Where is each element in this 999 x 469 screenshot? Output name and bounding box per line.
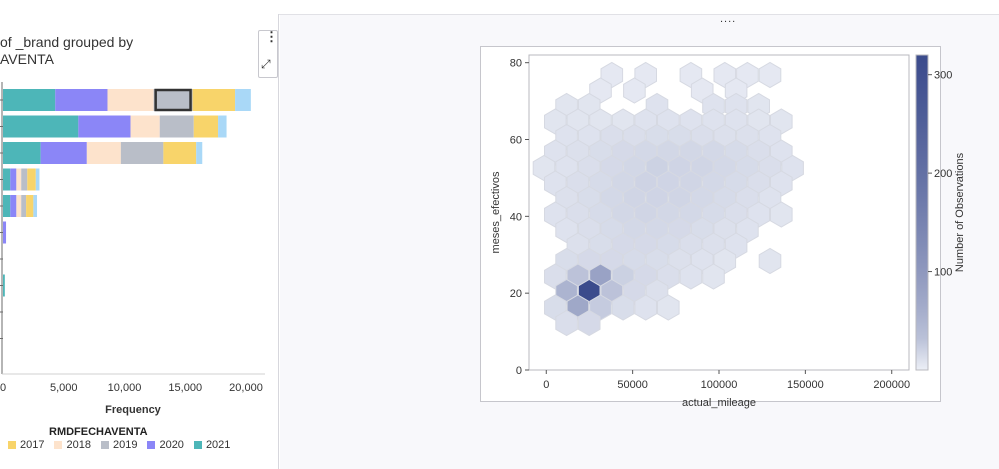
bar-segment-2021[interactable] bbox=[3, 195, 11, 217]
legend-label: 2019 bbox=[112, 439, 138, 451]
bar-x-axis-label: Frequency bbox=[105, 404, 162, 416]
bar-x-tick-label: 15,000 bbox=[168, 382, 202, 394]
hex-y-tick-label: 40 bbox=[510, 211, 522, 223]
bar-segment-2021[interactable] bbox=[3, 89, 56, 111]
hex-bin[interactable] bbox=[758, 247, 782, 275]
legend-item-2019[interactable]: 2019 bbox=[100, 439, 138, 451]
bar-segment-2021[interactable] bbox=[3, 274, 5, 297]
hex-bin[interactable] bbox=[770, 201, 793, 228]
bar-segment-2019[interactable] bbox=[120, 142, 164, 164]
bar-segment-extra[interactable] bbox=[218, 115, 227, 138]
bar-segment-2018[interactable] bbox=[86, 142, 121, 164]
legend-swatch bbox=[100, 441, 109, 449]
hex-bin[interactable] bbox=[657, 294, 680, 321]
hex-bin[interactable] bbox=[611, 294, 635, 321]
bar-segment-2017[interactable] bbox=[27, 168, 36, 191]
hex-bin[interactable] bbox=[623, 77, 646, 104]
bar-segment-2020[interactable] bbox=[78, 115, 131, 138]
colorbar-tick-label: 100 bbox=[934, 267, 952, 279]
hex-x-tick-label: 150000 bbox=[787, 379, 824, 391]
bar-segment-2021[interactable] bbox=[3, 142, 41, 164]
legend-item-2021[interactable]: 2021 bbox=[193, 439, 231, 451]
panel-menu[interactable]: ⋮ ⤢ bbox=[258, 30, 278, 78]
bar-x-tick-label: 20,000 bbox=[229, 382, 263, 394]
hex-bin[interactable] bbox=[702, 263, 725, 290]
legend-label: 2020 bbox=[159, 439, 184, 451]
bar-segment-2019[interactable] bbox=[153, 89, 193, 111]
bar-chart-title: of _brand grouped by AVENTA bbox=[0, 34, 134, 67]
hex-x-tick-label: 100000 bbox=[701, 379, 738, 391]
hex-y-tick-label: 60 bbox=[510, 135, 522, 147]
bar-segment-2019[interactable] bbox=[159, 115, 194, 138]
hex-bin[interactable] bbox=[577, 309, 601, 337]
expand-icon[interactable]: ⤢ bbox=[261, 57, 271, 71]
bar-segment-extra[interactable] bbox=[235, 89, 251, 111]
bar-segment-2018[interactable] bbox=[16, 195, 22, 217]
hex-x-tick-label: 0 bbox=[543, 379, 549, 391]
hex-bin[interactable] bbox=[634, 294, 657, 321]
colorbar-label: Number of Observations bbox=[954, 152, 966, 272]
hex-x-tick-label: 50000 bbox=[617, 379, 648, 391]
legend-swatch bbox=[54, 441, 63, 449]
hex-x-tick-label: 200000 bbox=[873, 379, 910, 391]
bar-segment-extra[interactable] bbox=[35, 168, 40, 191]
bar-segment-2019[interactable] bbox=[21, 168, 28, 191]
bar-segment-2017[interactable] bbox=[192, 89, 236, 111]
bar-x-tick-label: 10,000 bbox=[108, 382, 142, 394]
bar-selection-outline bbox=[154, 88, 192, 112]
bar-segment-2021[interactable] bbox=[3, 168, 11, 191]
colorbar-tick-label: 200 bbox=[934, 168, 952, 180]
bar-segment-2020[interactable] bbox=[10, 168, 17, 191]
hex-bin[interactable] bbox=[758, 61, 782, 89]
bar-segment-2020[interactable] bbox=[3, 221, 7, 244]
bar-segment-2019[interactable] bbox=[21, 195, 27, 217]
hex-bin[interactable] bbox=[555, 309, 578, 337]
legend-label: 2017 bbox=[20, 439, 45, 451]
legend-item-2017[interactable]: 2017 bbox=[8, 439, 44, 451]
panel-drag-handle[interactable]: .... bbox=[720, 13, 737, 25]
legend-item-2018[interactable]: 2018 bbox=[54, 439, 91, 451]
bar-segment-2018[interactable] bbox=[16, 168, 22, 191]
hex-y-axis-label: meses_efectivos bbox=[490, 171, 502, 253]
bar-segment-2017[interactable] bbox=[193, 115, 219, 138]
hex-bin[interactable] bbox=[679, 263, 703, 290]
bar-segment-2017[interactable] bbox=[26, 195, 34, 217]
bar-legend-title: RMDFECHAVENTA bbox=[49, 426, 148, 438]
bar-segment-2020[interactable] bbox=[40, 142, 87, 164]
top-divider bbox=[0, 14, 999, 15]
legend-swatch bbox=[8, 441, 16, 449]
bar-legend: 2017 2018 2019 2020 2021 bbox=[8, 439, 230, 451]
bar-segment-2018[interactable] bbox=[107, 89, 154, 111]
bar-segment-2021[interactable] bbox=[3, 115, 79, 138]
bar-segment-extra[interactable] bbox=[33, 195, 38, 217]
legend-item-2020[interactable]: 2020 bbox=[147, 439, 184, 451]
legend-swatch bbox=[193, 441, 202, 449]
legend-label: 2018 bbox=[66, 439, 91, 451]
colorbar-tick-label: 300 bbox=[934, 70, 952, 82]
bar-x-tick-label: 0 bbox=[0, 382, 6, 394]
hex-y-tick-label: 20 bbox=[510, 288, 522, 300]
bar-segment-2020[interactable] bbox=[10, 195, 17, 217]
colorbar bbox=[915, 54, 929, 371]
bar-segment-2018[interactable] bbox=[130, 115, 160, 138]
bar-segment-2020[interactable] bbox=[55, 89, 108, 111]
hex-x-axis-label: actual_mileage bbox=[682, 397, 756, 409]
bar-chart[interactable]: 0 5,000 10,000 15,000 20,000 Frequency bbox=[0, 0, 278, 469]
bar-x-tick-label: 5,000 bbox=[50, 382, 78, 394]
bar-segment-extra[interactable] bbox=[196, 142, 203, 164]
legend-swatch bbox=[147, 441, 156, 449]
hex-y-tick-label: 80 bbox=[510, 58, 522, 70]
hex-y-tick-label: 0 bbox=[516, 365, 522, 377]
bar-segment-2017[interactable] bbox=[163, 142, 197, 164]
legend-label: 2021 bbox=[205, 439, 231, 451]
